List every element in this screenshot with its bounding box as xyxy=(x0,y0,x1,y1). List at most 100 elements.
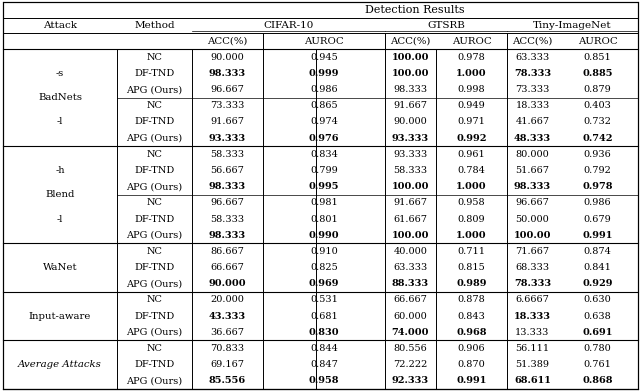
Text: 92.333: 92.333 xyxy=(392,377,429,386)
Text: Detection Results: Detection Results xyxy=(365,5,464,15)
Text: NC: NC xyxy=(147,296,163,305)
Text: APG (Ours): APG (Ours) xyxy=(127,231,182,240)
Text: 0.936: 0.936 xyxy=(584,150,611,159)
Text: 85.556: 85.556 xyxy=(209,377,246,386)
Text: 0.978: 0.978 xyxy=(458,53,485,62)
Text: 61.667: 61.667 xyxy=(394,215,428,224)
Text: 56.111: 56.111 xyxy=(515,344,550,353)
Text: 90.000: 90.000 xyxy=(211,53,244,62)
Text: 80.000: 80.000 xyxy=(516,150,549,159)
Text: BadNets: BadNets xyxy=(38,93,82,102)
Text: 73.333: 73.333 xyxy=(515,85,550,94)
Text: Blend: Blend xyxy=(45,190,75,199)
Text: 0.870: 0.870 xyxy=(458,360,485,369)
Text: 96.667: 96.667 xyxy=(211,85,244,94)
Text: 68.333: 68.333 xyxy=(515,263,550,272)
Text: 41.667: 41.667 xyxy=(515,117,550,126)
Text: 13.333: 13.333 xyxy=(515,328,550,337)
Text: ACC(%): ACC(%) xyxy=(390,37,431,46)
Text: 90.000: 90.000 xyxy=(394,117,428,126)
Text: APG (Ours): APG (Ours) xyxy=(127,182,182,191)
Text: 0.991: 0.991 xyxy=(456,377,486,386)
Text: 98.333: 98.333 xyxy=(209,231,246,240)
Text: NC: NC xyxy=(147,344,163,353)
Text: 0.761: 0.761 xyxy=(584,360,611,369)
Text: 51.389: 51.389 xyxy=(515,360,550,369)
Text: 88.333: 88.333 xyxy=(392,279,429,288)
Text: 0.878: 0.878 xyxy=(458,296,485,305)
Text: 51.667: 51.667 xyxy=(515,166,550,175)
Text: 0.999: 0.999 xyxy=(308,69,339,78)
Text: 1.000: 1.000 xyxy=(456,69,487,78)
Text: 96.667: 96.667 xyxy=(211,198,244,207)
Text: 0.986: 0.986 xyxy=(584,198,611,207)
Text: 0.679: 0.679 xyxy=(584,215,611,224)
Text: DF-TND: DF-TND xyxy=(134,263,175,272)
Text: 0.638: 0.638 xyxy=(584,312,611,321)
Text: 80.556: 80.556 xyxy=(394,344,428,353)
Text: 91.667: 91.667 xyxy=(394,198,428,207)
Text: DF-TND: DF-TND xyxy=(134,360,175,369)
Text: Attack: Attack xyxy=(43,21,77,30)
Text: 0.843: 0.843 xyxy=(458,312,485,321)
Text: 60.000: 60.000 xyxy=(394,312,428,321)
Text: AUROC: AUROC xyxy=(304,37,344,46)
Text: Average Attacks: Average Attacks xyxy=(18,360,102,369)
Text: 93.333: 93.333 xyxy=(394,150,428,159)
Text: 0.868: 0.868 xyxy=(582,377,612,386)
Text: 0.841: 0.841 xyxy=(584,263,611,272)
Text: 48.333: 48.333 xyxy=(514,134,551,143)
Text: 0.958: 0.958 xyxy=(458,198,485,207)
Text: 0.998: 0.998 xyxy=(458,85,485,94)
Text: 0.986: 0.986 xyxy=(310,85,338,94)
Text: 0.978: 0.978 xyxy=(582,182,612,191)
Text: AUROC: AUROC xyxy=(452,37,492,46)
Text: 0.784: 0.784 xyxy=(458,166,485,175)
Text: 69.167: 69.167 xyxy=(211,360,244,369)
Text: 0.885: 0.885 xyxy=(582,69,612,78)
Text: 0.989: 0.989 xyxy=(456,279,487,288)
Text: Tiny-ImageNet: Tiny-ImageNet xyxy=(532,21,611,30)
Text: Method: Method xyxy=(134,21,175,30)
Text: 0.958: 0.958 xyxy=(308,377,339,386)
Text: 0.742: 0.742 xyxy=(582,134,612,143)
Text: NC: NC xyxy=(147,101,163,110)
Text: 68.611: 68.611 xyxy=(514,377,551,386)
Text: 0.630: 0.630 xyxy=(584,296,611,305)
Text: 0.990: 0.990 xyxy=(308,231,339,240)
Text: 0.799: 0.799 xyxy=(310,166,338,175)
Text: 63.333: 63.333 xyxy=(394,263,428,272)
Text: 0.681: 0.681 xyxy=(310,312,338,321)
Text: 100.00: 100.00 xyxy=(392,182,429,191)
Text: 0.995: 0.995 xyxy=(308,182,339,191)
Text: DF-TND: DF-TND xyxy=(134,166,175,175)
Text: 98.333: 98.333 xyxy=(394,85,428,94)
Text: NC: NC xyxy=(147,150,163,159)
Text: 0.879: 0.879 xyxy=(584,85,611,94)
Text: 73.333: 73.333 xyxy=(211,101,244,110)
Text: 0.531: 0.531 xyxy=(310,296,338,305)
Text: AUROC: AUROC xyxy=(578,37,618,46)
Text: APG (Ours): APG (Ours) xyxy=(127,134,182,143)
Text: GTSRB: GTSRB xyxy=(427,21,465,30)
Text: NC: NC xyxy=(147,198,163,207)
Text: APG (Ours): APG (Ours) xyxy=(127,85,182,94)
Text: 0.949: 0.949 xyxy=(458,101,485,110)
Text: 98.333: 98.333 xyxy=(514,182,551,191)
Text: 58.333: 58.333 xyxy=(211,215,244,224)
Text: 0.981: 0.981 xyxy=(310,198,338,207)
Text: APG (Ours): APG (Ours) xyxy=(127,279,182,288)
Text: 78.333: 78.333 xyxy=(514,69,551,78)
Text: 0.809: 0.809 xyxy=(458,215,485,224)
Text: APG (Ours): APG (Ours) xyxy=(127,377,182,386)
Text: 1.000: 1.000 xyxy=(456,231,487,240)
Text: 0.780: 0.780 xyxy=(584,344,611,353)
Text: -l: -l xyxy=(57,117,63,126)
Text: 72.222: 72.222 xyxy=(394,360,428,369)
Text: 36.667: 36.667 xyxy=(211,328,244,337)
Text: 100.00: 100.00 xyxy=(392,69,429,78)
Text: 0.992: 0.992 xyxy=(456,134,487,143)
Text: 1.000: 1.000 xyxy=(456,182,487,191)
Text: CIFAR-10: CIFAR-10 xyxy=(263,21,314,30)
Text: 0.971: 0.971 xyxy=(458,117,485,126)
